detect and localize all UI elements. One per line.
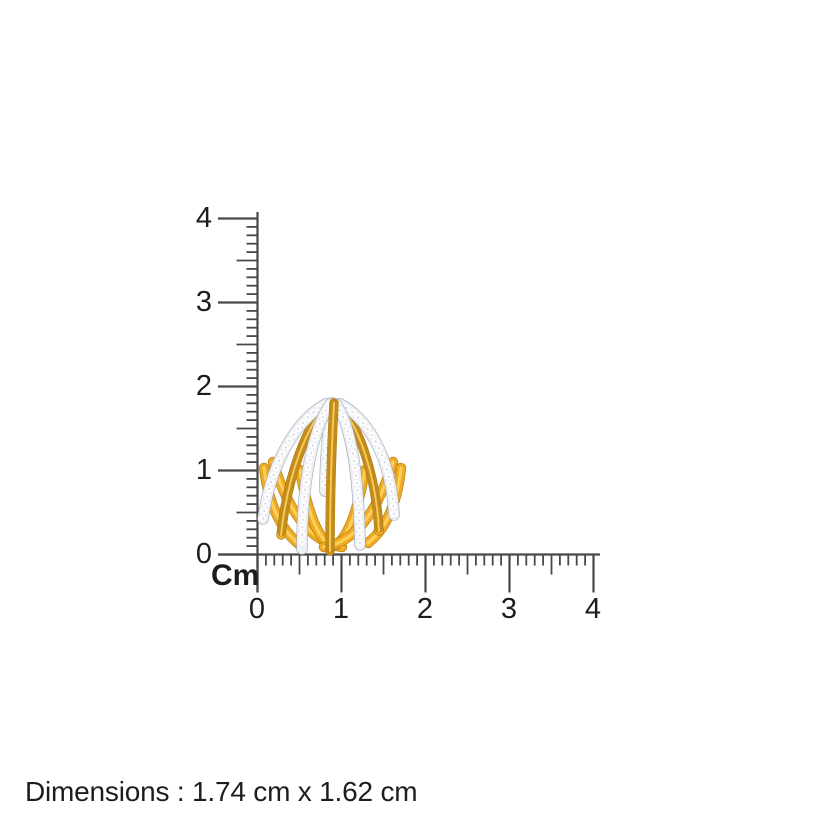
horizontal-ruler-label-3: 3 — [500, 593, 518, 625]
ruler-ticks — [218, 212, 600, 593]
dimensions-caption: Dimensions : 1.74 cm x 1.62 cm — [25, 776, 418, 807]
vertical-ruler-label-1: 1 — [195, 454, 212, 486]
vertical-ruler-label-0: 0 — [195, 538, 212, 570]
vertical-ruler-label-4: 4 — [195, 202, 212, 234]
horizontal-ruler-label-0: 0 — [248, 593, 266, 625]
ruler-unit-label: Cm — [211, 559, 260, 592]
vertical-ruler-label-2: 2 — [195, 370, 212, 402]
horizontal-ruler-label-4: 4 — [584, 593, 602, 625]
vertical-ruler-label-3: 3 — [195, 286, 212, 318]
horizontal-ruler-label-1: 1 — [332, 593, 350, 625]
horizontal-ruler-label-2: 2 — [416, 593, 434, 625]
ring-product-image — [257, 397, 407, 556]
